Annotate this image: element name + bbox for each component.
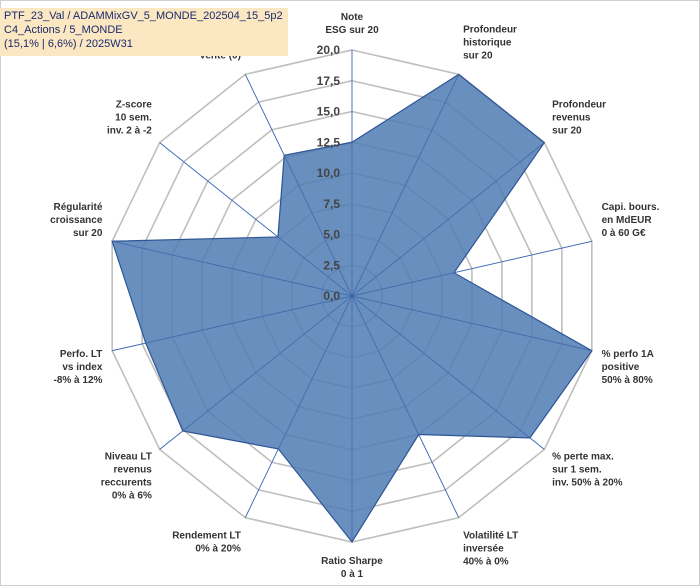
axis-category-label: Perfo. LT vs index -8% à 12% [53, 349, 102, 386]
axis-category-labels: Note ESG sur 20 Profondeur historique sur 20… [50, 12, 659, 580]
axis-spoke-overlay [351, 295, 545, 450]
axis-category-label: Z-score 10 sem. inv. 2 à -2 [107, 99, 152, 136]
title-line-1: PTF_23_Val / ADAMMixGV_5_MONDE_202504_15… [4, 10, 283, 22]
radial-tick-label: 15,0 [317, 105, 341, 119]
axis-spoke-overlay [351, 295, 592, 352]
radial-tick-label: 7,5 [323, 197, 340, 211]
radial-tick-labels: 0,0 2,5 5,0 7,5 10,0 12,5 15,0 17,5 20,0 [317, 43, 341, 303]
axis-spoke-overlay [351, 295, 460, 518]
radial-tick-label: 20,0 [317, 43, 341, 57]
axis-spoke-overlay [351, 74, 460, 297]
axis-category-label: % perfo 1A positive 50% à 80% [602, 349, 654, 386]
chart-title-box: PTF_23_Val / ADAMMixGV_5_MONDE_202504_15… [0, 8, 288, 56]
axis-category-label: Niveau LT revenus reccurents 0% à 6% [101, 452, 153, 502]
axis-spoke-overlay [351, 142, 545, 297]
axis-spoke-overlay [112, 295, 353, 352]
axis-spoke-overlay [159, 142, 353, 297]
radial-tick-label: 5,0 [323, 228, 340, 242]
axis-spoke-overlay [351, 240, 592, 297]
axis-category-label: Volatilité LT inversée 40% à 0% [463, 531, 518, 568]
axis-category-label: Régularité croissance sur 20 [50, 202, 103, 239]
radial-tick-label: 2,5 [323, 258, 340, 272]
axis-spoke-overlay [159, 295, 353, 450]
radial-tick-label: 12,5 [317, 135, 341, 149]
axis-category-label: % perte max. sur 1 sem. inv. 50% à 20% [552, 452, 623, 489]
axis-category-label: Ratio Sharpe 0 à 1 [321, 556, 383, 580]
axis-spoke-overlay [244, 295, 353, 518]
series-area [111, 50, 593, 544]
axis-spoke-overlay [244, 74, 353, 297]
axis-category-label: Note ESG sur 20 [325, 12, 379, 36]
title-line-2: C4_Actions / 5_MONDE [4, 24, 123, 36]
axis-category-label: Profondeur historique sur 20 [463, 24, 517, 61]
axis-category-label: Profondeur revenus sur 20 [552, 99, 606, 136]
radial-tick-label: 0,0 [323, 289, 340, 303]
axis-category-label: Capi. bours. en MdEUR 0 à 60 G€ [602, 202, 660, 239]
radial-tick-label: 17,5 [317, 74, 341, 88]
radial-tick-label: 10,0 [317, 166, 341, 180]
axis-spoke-overlay [112, 240, 353, 297]
axis-category-label: Rendement LT 0% à 20% [172, 531, 241, 555]
title-line-3: (15,1% | 6,6%) / 2025W31 [4, 38, 133, 50]
